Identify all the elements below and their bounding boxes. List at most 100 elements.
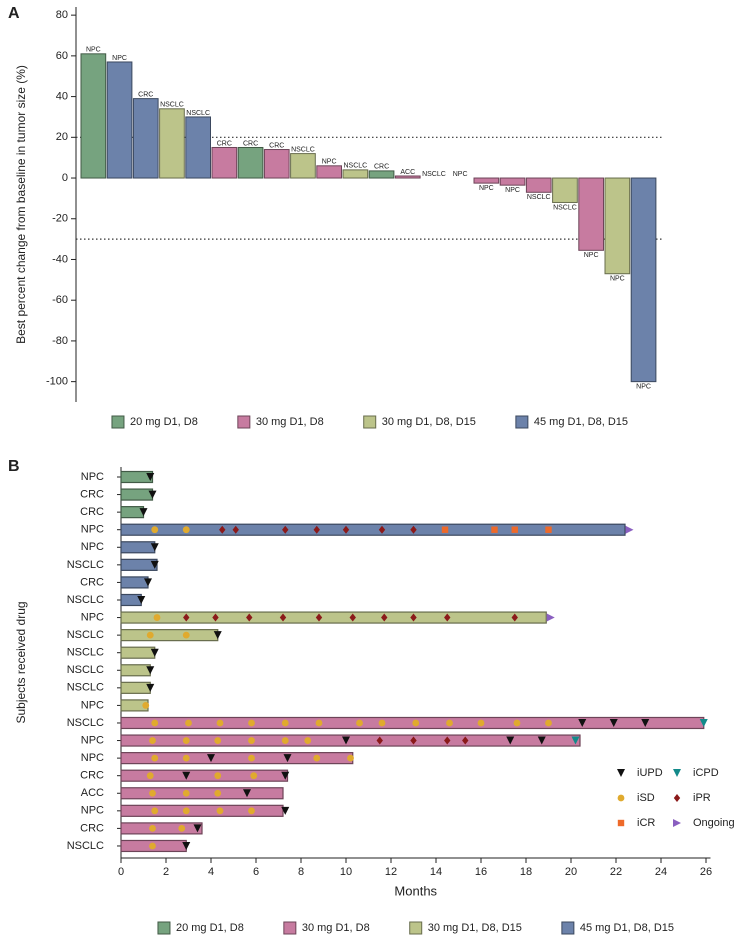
event-marker: [212, 613, 219, 622]
legend-marker: [673, 794, 681, 802]
duration-bar: [120, 488, 154, 501]
event-marker: [545, 719, 552, 727]
event-marker: [491, 526, 498, 533]
legend-label: 30 mg D1, D8: [302, 922, 370, 934]
legend-marker: [673, 769, 681, 777]
event-marker: [149, 842, 156, 850]
event-marker: [248, 737, 255, 744]
duration-bar: [120, 664, 151, 677]
legend-label: 45 mg D1, D8, D15: [534, 416, 628, 428]
row-label: ACC: [81, 787, 104, 799]
bar-label: NPC: [610, 276, 625, 283]
event-marker: [313, 754, 321, 762]
bar: [290, 153, 316, 179]
bar-label: CRC: [374, 164, 389, 171]
event-marker: [146, 666, 155, 675]
event-marker: [214, 789, 222, 797]
bar: [368, 170, 395, 179]
event-marker: [150, 560, 159, 569]
event-marker: [193, 824, 202, 833]
duration-bar: [120, 611, 547, 624]
event-marker: [349, 613, 356, 622]
bar: [525, 177, 552, 193]
bar-label: NSCLC: [553, 204, 577, 211]
event-marker: [281, 771, 290, 780]
row-label: CRC: [80, 770, 104, 782]
duration-bar: [120, 541, 156, 554]
legend-swatch: [237, 415, 251, 429]
event-marker: [142, 702, 150, 709]
event-marker: [511, 526, 518, 533]
legend-swatch: [157, 921, 171, 935]
legend-marker: [617, 794, 625, 802]
event-marker: [150, 648, 159, 657]
event-marker: [444, 736, 451, 745]
x-tick-label: 20: [565, 866, 577, 878]
legend-label: iCR: [637, 817, 655, 829]
x-axis-label: Months: [394, 883, 437, 898]
x-tick-label: 12: [385, 866, 397, 878]
legend-label: 45 mg D1, D8, D15: [580, 922, 674, 934]
bar: [211, 146, 238, 179]
event-marker: [282, 525, 289, 534]
bar-label: CRC: [269, 142, 284, 149]
event-marker: [444, 613, 451, 622]
row-label: NPC: [81, 611, 104, 623]
event-marker: [146, 631, 154, 639]
bar: [394, 175, 421, 179]
duration-bar: [120, 769, 289, 782]
y-tick-label: 0: [62, 172, 68, 184]
event-marker: [699, 718, 708, 727]
event-marker: [214, 772, 222, 780]
event-marker: [376, 736, 383, 745]
y-tick-label: -60: [52, 294, 68, 306]
event-marker: [378, 525, 386, 534]
event-marker: [178, 825, 186, 832]
event-marker: [146, 683, 155, 692]
legend-label: iSD: [637, 792, 655, 804]
event-marker: [246, 613, 253, 622]
bar: [473, 177, 500, 184]
legend-swatch: [363, 415, 377, 429]
event-marker: [149, 737, 156, 744]
event-marker: [153, 614, 161, 621]
duration-bar: [120, 681, 151, 694]
event-marker: [378, 719, 386, 727]
panel-label: B: [8, 458, 20, 475]
event-marker: [506, 736, 515, 745]
event-marker: [410, 736, 417, 745]
row-label: NPC: [81, 471, 104, 483]
event-marker: [281, 719, 289, 727]
event-marker: [537, 736, 546, 745]
event-marker: [477, 719, 485, 727]
event-marker: [513, 719, 521, 727]
bar-label: NPC: [636, 383, 651, 390]
event-marker: [356, 719, 363, 727]
event-marker: [144, 578, 152, 587]
bar: [263, 149, 290, 179]
y-tick-label: 40: [56, 90, 68, 102]
event-marker: [139, 508, 148, 517]
event-marker: [625, 525, 634, 534]
legend-label: 30 mg D1, D8: [256, 416, 324, 428]
bar-label: NPC: [505, 187, 520, 194]
row-label: NSCLC: [67, 664, 104, 676]
row-label: NPC: [81, 805, 104, 817]
event-marker: [641, 718, 650, 727]
y-tick-label: 20: [56, 131, 68, 143]
x-tick-label: 6: [253, 866, 259, 878]
event-marker: [609, 718, 618, 727]
x-tick-label: 18: [520, 866, 532, 878]
bar: [630, 177, 657, 383]
duration-bar: [120, 558, 158, 571]
bar-label: NPC: [479, 185, 494, 192]
event-marker: [250, 772, 258, 780]
duration-bar: [120, 822, 203, 835]
duration-bar: [120, 646, 156, 659]
legend-marker: [673, 819, 681, 827]
event-marker: [182, 771, 191, 780]
event-marker: [232, 525, 239, 534]
event-marker: [578, 718, 587, 727]
event-marker: [182, 737, 190, 744]
